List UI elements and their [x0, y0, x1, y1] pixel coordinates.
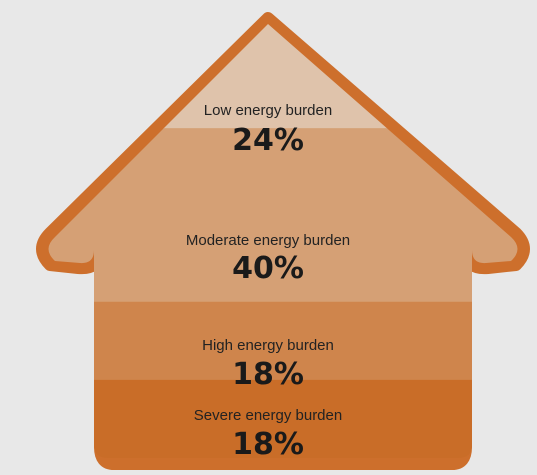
segment-severe-energy-burden — [48, 379, 518, 458]
segment-high-energy-burden — [48, 301, 518, 381]
segment-value: 18% — [232, 427, 304, 462]
segment-label: Low energy burden — [204, 102, 332, 119]
segment-value: 40% — [232, 251, 304, 286]
segment-label: Moderate energy burden — [186, 232, 350, 249]
segment-value: 18% — [232, 357, 304, 392]
segment-value: 24% — [232, 123, 304, 158]
segment-label: Severe energy burden — [194, 407, 342, 424]
segment-label: High energy burden — [202, 337, 334, 354]
